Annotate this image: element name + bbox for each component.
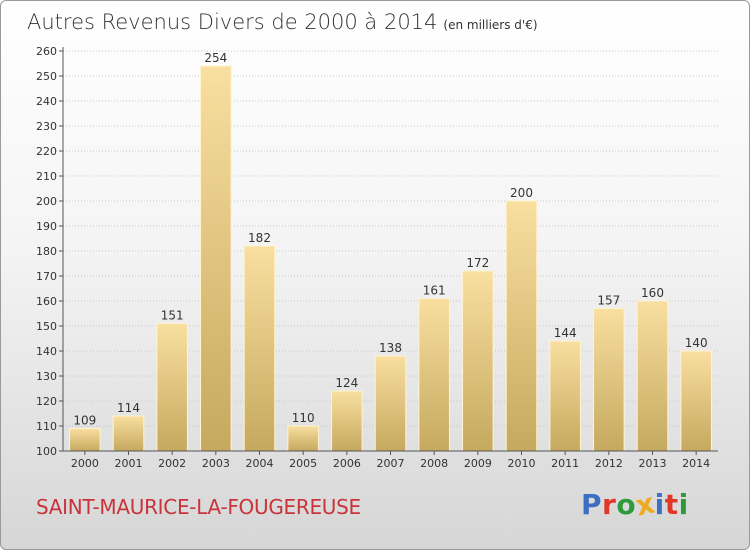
bar (374, 355, 407, 452)
y-tick-label: 250 (36, 70, 57, 83)
bar (636, 300, 669, 452)
chart-unit: (en milliers d'€) (443, 18, 538, 32)
bar (287, 425, 319, 452)
bar-value-label: 144 (554, 326, 577, 340)
labels: 100 110 120 130 140 150 160 170 180 190 200 210 220 2… (36, 45, 710, 470)
logo-letter: P (581, 488, 603, 521)
y-tick-label: 260 (36, 45, 57, 58)
x-tick-label: 2009 (464, 457, 492, 470)
bar (549, 340, 581, 452)
y-tick-label: 230 (36, 120, 57, 133)
y-tick-label: 130 (36, 370, 57, 383)
y-tick-label: 180 (36, 245, 57, 258)
bar (200, 65, 232, 452)
chart-title-text: Autres Revenus Divers de 2000 à 2014 (27, 10, 438, 34)
bar (462, 270, 494, 452)
x-tick-label: 2008 (420, 457, 448, 470)
bar-value-label: 138 (379, 341, 402, 355)
proxiti-logo: Proxiti (581, 486, 689, 522)
bar (680, 350, 712, 452)
bar (418, 298, 450, 452)
logo-letter: t (664, 488, 679, 521)
y-tick-label: 100 (36, 445, 57, 458)
x-tick-label: 2002 (158, 457, 186, 470)
bar (69, 428, 101, 452)
y-tick-label: 110 (36, 420, 57, 433)
y-tick-label: 170 (36, 270, 57, 283)
axes (59, 47, 718, 455)
bars (69, 65, 712, 452)
logo-letter: i (678, 488, 689, 521)
bar-value-label: 172 (466, 256, 489, 270)
x-tick-label: 2011 (551, 457, 579, 470)
x-tick-label: 2005 (289, 457, 317, 470)
logo-letter: i (654, 488, 665, 521)
bar (156, 323, 188, 452)
x-tick-label: 2004 (246, 457, 274, 470)
y-tick-label: 210 (36, 170, 57, 183)
bar-value-label: 140 (685, 336, 708, 350)
logo-letter: o (616, 488, 637, 521)
bar-value-label: 110 (292, 411, 315, 425)
x-tick-label: 2007 (377, 457, 405, 470)
x-tick-label: 2014 (682, 457, 710, 470)
bar-value-label: 157 (597, 294, 620, 308)
x-tick-label: 2012 (595, 457, 623, 470)
y-tick-label: 150 (36, 320, 57, 333)
x-tick-label: 2000 (71, 457, 99, 470)
x-tick-label: 2003 (202, 457, 230, 470)
x-tick-label: 2013 (639, 457, 667, 470)
x-tick-label: 2010 (508, 457, 536, 470)
bar (331, 390, 363, 452)
y-tick-label: 220 (36, 145, 57, 158)
bar (112, 415, 145, 452)
bar (505, 200, 538, 452)
city-name: SAINT-MAURICE-LA-FOUGEREUSE (36, 495, 361, 519)
bar-value-label: 200 (510, 186, 533, 200)
x-tick-label: 2006 (333, 457, 361, 470)
y-tick-label: 160 (36, 295, 57, 308)
bar-value-label: 109 (73, 414, 96, 428)
x-tick-label: 2001 (115, 457, 143, 470)
bar-value-label: 182 (248, 231, 271, 245)
y-tick-label: 190 (36, 220, 57, 233)
bar-value-label: 124 (335, 376, 358, 390)
bar-value-label: 160 (641, 286, 664, 300)
logo-letter: r (602, 488, 617, 521)
bar (593, 308, 625, 452)
bar (243, 245, 276, 452)
y-tick-label: 120 (36, 395, 57, 408)
y-tick-label: 200 (36, 195, 57, 208)
y-tick-label: 140 (36, 345, 57, 358)
chart-title: Autres Revenus Divers de 2000 à 2014 (en … (27, 10, 538, 34)
bar-value-label: 161 (423, 284, 446, 298)
bar-value-label: 151 (161, 309, 184, 323)
y-tick-label: 240 (36, 95, 57, 108)
bar-value-label: 254 (204, 51, 227, 65)
bar-value-label: 114 (117, 401, 140, 415)
